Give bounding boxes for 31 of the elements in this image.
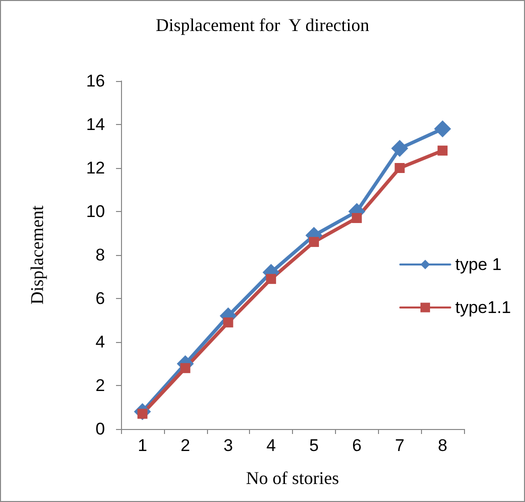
chart-title: Displacement for Y direction: [156, 15, 370, 35]
y-tick-label: 14: [86, 115, 105, 134]
x-tick-label: 2: [180, 436, 190, 455]
y-tick-label: 12: [86, 158, 105, 178]
y-axis-title: Displacement: [27, 206, 47, 304]
point: [223, 317, 234, 328]
point: [180, 363, 190, 374]
point: [352, 213, 362, 224]
legend-label: type1.1: [455, 298, 511, 317]
point: [394, 163, 405, 173]
y-tick-label: 8: [96, 246, 105, 264]
x-tick-label: 6: [352, 436, 362, 455]
point: [308, 236, 319, 247]
y-tick-label: 6: [96, 289, 105, 308]
x-tick-label: 3: [223, 436, 233, 455]
x-tick-label: 1: [138, 436, 148, 455]
y-tick-label: 10: [86, 202, 105, 221]
x-axis-title: No of stories: [246, 468, 339, 488]
y-tick-label: 4: [96, 332, 105, 352]
y-tick-label: 0: [96, 420, 105, 438]
legend-label: type 1: [455, 255, 502, 274]
x-tick-label: 7: [394, 436, 404, 455]
y-tick-label: 2: [96, 376, 105, 395]
point: [266, 274, 276, 284]
x-tick-label: 8: [438, 436, 448, 455]
x-tick-label: 4: [266, 436, 276, 455]
point: [391, 140, 408, 157]
x-tick-label: 5: [309, 436, 319, 455]
point: [434, 120, 452, 138]
y-tick-label: 16: [86, 72, 105, 90]
point: [438, 146, 448, 156]
